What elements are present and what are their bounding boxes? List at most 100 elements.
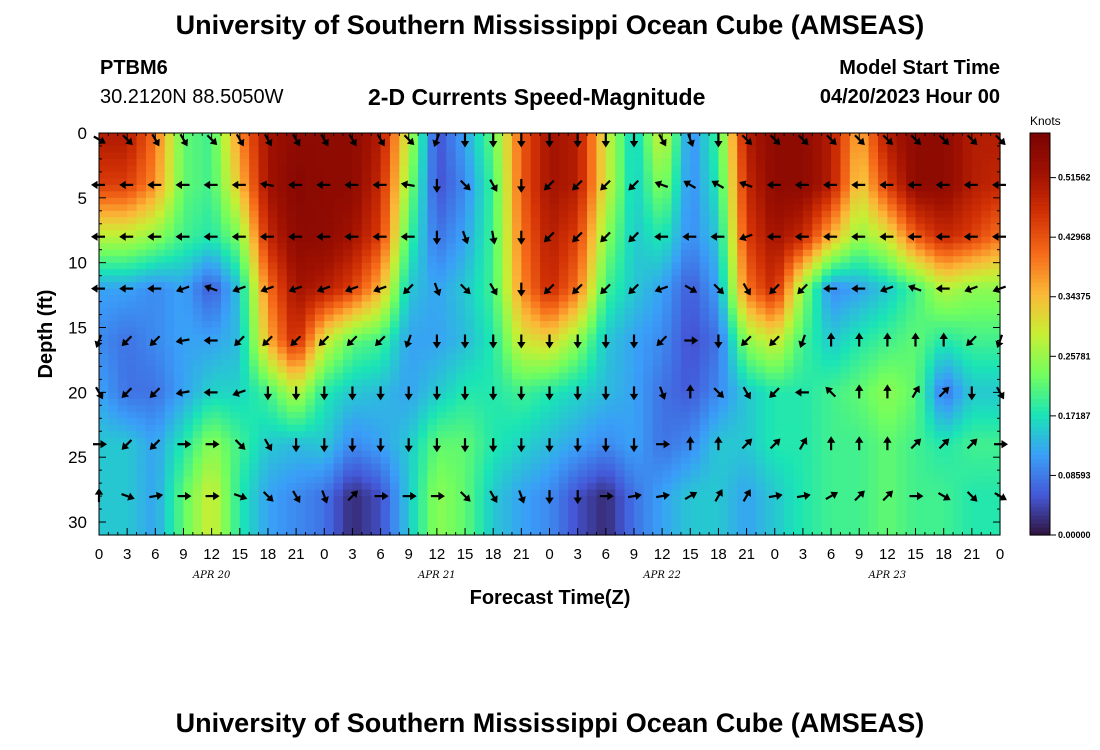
heatmap-cell <box>511 275 522 283</box>
heatmap-cell <box>530 133 541 141</box>
heatmap-cell <box>145 288 156 296</box>
heatmap-cell <box>934 191 945 199</box>
heatmap-cell <box>305 366 316 374</box>
heatmap-cell <box>230 450 241 458</box>
heatmap-cell <box>831 236 842 244</box>
heatmap-cell <box>709 418 720 426</box>
heatmap-cell <box>511 204 522 212</box>
heatmap-cell <box>530 262 541 270</box>
heatmap-cell <box>502 321 513 329</box>
heatmap-cell <box>587 145 598 154</box>
heatmap-cell <box>136 308 147 316</box>
heatmap-cell <box>361 431 372 439</box>
heatmap-cell <box>483 321 494 329</box>
heatmap-cell <box>915 340 926 348</box>
heatmap-cell <box>136 405 147 413</box>
heatmap-cell <box>737 197 748 205</box>
heatmap-cell <box>558 288 569 296</box>
heatmap-cell <box>746 243 757 251</box>
heatmap-cell <box>709 424 720 432</box>
heatmap-cell <box>455 243 466 251</box>
heatmap-cell <box>333 340 344 348</box>
heatmap-cell <box>699 457 710 465</box>
heatmap-cell <box>380 158 391 167</box>
heatmap-cell <box>221 171 231 179</box>
heatmap-cell <box>305 437 316 445</box>
heatmap-cell <box>408 457 419 465</box>
heatmap-cell <box>286 217 297 225</box>
heatmap-cell <box>192 269 203 277</box>
heatmap-cell <box>953 340 964 348</box>
heatmap-cell <box>962 256 973 264</box>
heatmap-cell <box>249 243 260 251</box>
heatmap-cell <box>652 431 663 439</box>
heatmap-cell <box>887 223 898 231</box>
heatmap-cell <box>971 243 982 251</box>
heatmap-cell <box>267 398 278 406</box>
heatmap-cell <box>596 165 607 173</box>
heatmap-cell <box>267 321 278 329</box>
heatmap-cell <box>699 197 710 205</box>
heatmap-cell <box>221 437 231 445</box>
heatmap-cell <box>474 418 485 426</box>
heatmap-cell <box>699 385 710 393</box>
heatmap-cell <box>549 327 560 335</box>
heatmap-cell <box>981 133 992 141</box>
heatmap-cell <box>821 431 832 439</box>
heatmap-cell <box>277 184 288 192</box>
heatmap-cell <box>802 463 813 471</box>
heatmap-cell <box>765 275 776 283</box>
heatmap-cell <box>436 379 447 387</box>
heatmap-cell <box>784 346 795 355</box>
heatmap-cell <box>859 282 870 290</box>
heatmap-cell <box>990 171 1001 179</box>
heatmap-cell <box>333 334 344 342</box>
heatmap-cell <box>558 184 569 192</box>
heatmap-cell <box>709 366 720 374</box>
heatmap-cell <box>174 457 185 465</box>
heatmap-cell <box>286 359 297 368</box>
heatmap-cell <box>877 171 888 179</box>
heatmap-cell <box>924 139 935 147</box>
heatmap-cell <box>859 444 870 452</box>
heatmap-cell <box>727 295 738 303</box>
heatmap-cell <box>380 327 391 335</box>
heatmap-cell <box>643 197 654 205</box>
heatmap-cell <box>746 392 757 400</box>
heatmap-cell <box>859 418 870 426</box>
heatmap-cell <box>915 191 926 199</box>
heatmap-cell <box>511 379 522 387</box>
heatmap-cell <box>277 282 288 290</box>
heatmap-cell <box>436 314 447 322</box>
heatmap-cell <box>633 165 644 173</box>
heatmap-cell <box>596 275 607 283</box>
heatmap-cell <box>765 282 776 290</box>
heatmap-cell <box>371 398 382 406</box>
heatmap-cell <box>549 321 560 329</box>
heatmap-cell <box>718 204 729 212</box>
heatmap-cell <box>624 210 635 218</box>
heatmap-cell <box>399 184 410 192</box>
heatmap-cell <box>192 340 203 348</box>
heatmap-cell <box>127 204 138 212</box>
heatmap-cell <box>192 178 203 186</box>
heatmap-cell <box>831 405 842 413</box>
heatmap-cell <box>465 398 476 406</box>
heatmap-cell <box>192 411 203 419</box>
heatmap-cell <box>887 204 898 212</box>
heatmap-cell <box>145 379 156 387</box>
heatmap-cell <box>211 295 222 303</box>
heatmap-cell <box>953 262 964 270</box>
heatmap-cell <box>239 165 250 173</box>
heatmap-cell <box>352 269 363 277</box>
heatmap-cell <box>164 392 175 400</box>
heatmap-cell <box>868 321 879 329</box>
heatmap-cell <box>859 308 870 316</box>
heatmap-cell <box>521 353 532 361</box>
heatmap-cell <box>755 191 766 199</box>
heatmap-cell <box>596 353 607 361</box>
heatmap-cell <box>765 204 776 212</box>
heatmap-cell <box>943 133 954 141</box>
heatmap-cell <box>906 366 917 374</box>
heatmap-cell <box>277 418 288 426</box>
